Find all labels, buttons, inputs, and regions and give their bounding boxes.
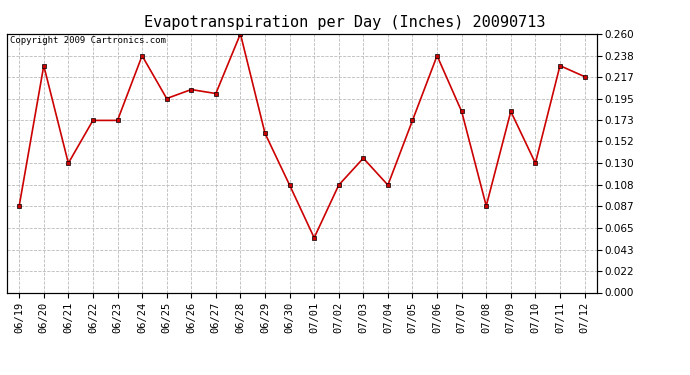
Text: Evapotranspiration per Day (Inches) 20090713: Evapotranspiration per Day (Inches) 2009… — [144, 15, 546, 30]
Text: Copyright 2009 Cartronics.com: Copyright 2009 Cartronics.com — [10, 36, 166, 45]
